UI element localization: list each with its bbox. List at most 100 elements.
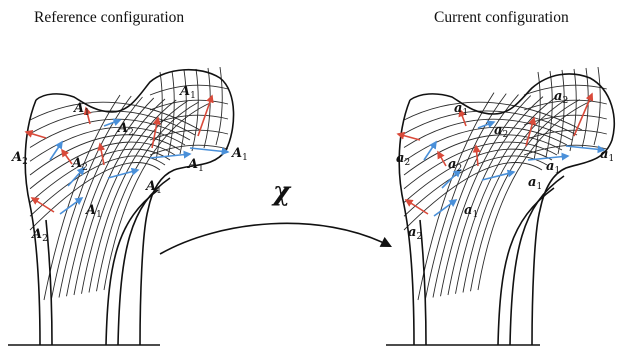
trabecular-arc [569,68,577,152]
base-vector-1-arrow [481,169,516,181]
trabecular-arc [167,70,175,158]
reference-vector-label: A2 [70,156,88,173]
base-vector-1-arrow [67,166,86,187]
current-vector-label: a2 [396,151,410,168]
current-vector-label: a2 [554,89,568,106]
trabecular-arc [523,84,607,96]
trabecular-arc [29,118,191,148]
trabecular-arc [29,110,196,136]
base-vector-1-arrow [189,147,230,156]
base-vector-1-arrow [423,140,437,161]
base-vector-2-arrow [525,116,537,147]
trabecular-arc [29,141,176,190]
base-vector-2-arrow [30,197,55,213]
trabecular-arc [477,100,593,291]
trabecular-arc [403,162,543,231]
trabecular-arc [29,126,186,162]
reference-vector-label: A1 [144,179,162,196]
trabecular-arc [403,101,583,131]
trabecular-arc [403,110,578,136]
reference-vector-label: A1 [72,101,90,118]
base-vector-1-arrow [433,199,458,217]
trabecular-arc [179,69,187,155]
trabecular-arc [149,84,229,96]
trabecular-arc [81,99,177,294]
trabecular-arc [149,99,229,111]
trabecular-arc [523,129,607,141]
reference-femur [8,66,235,346]
trabecular-arc [403,141,558,190]
trabecular-arc [155,71,163,161]
current-vector-label: a1 [464,203,478,220]
trabecular-arc [149,129,229,141]
trabecular-arc [58,96,143,298]
trabecular-arc [462,98,568,293]
trabecular-arc [96,101,199,292]
current-vector-label: a1 [546,159,560,176]
current-vector-label: a1 [454,101,468,118]
trabecular-arc [447,96,544,296]
base-vector-1-arrow [441,168,462,189]
reference-vector-label: A2 [116,121,134,138]
trabecular-arc [29,155,166,217]
base-vector-1-arrow [565,145,606,154]
base-vector-1-arrow [477,120,496,129]
reference-labels: A1 A2 A2 A1 A2 A1 A1 A1 A1 A2 [10,84,248,244]
mapping-arrow [159,222,392,255]
base-vector-2-arrow [61,148,73,165]
base-vector-1-arrow [59,197,84,215]
trabecular-arc [203,67,211,149]
base-vector-2-arrow [197,94,214,137]
map-label-chi: χ [271,177,292,207]
current-femur-outline [386,73,615,346]
trabecular-arc [440,95,532,297]
reference-vector-label: A1 [84,203,102,220]
base-vector-1-arrow [103,118,122,127]
trabecular-arc [557,69,565,155]
base-vector-1-arrow [149,150,192,159]
reference-vector-label: A2 [10,150,28,167]
trabecular-arc [403,148,553,203]
current-vector-label: a2 [448,157,462,174]
reference-vector-label: A1 [230,146,248,163]
current-vector-label: a1 [528,175,542,192]
trabecular-arc [191,68,199,152]
current-femur [386,66,615,346]
trabecular-arc [103,102,211,291]
trabecular-arc [403,134,563,176]
base-vector-2-arrow [83,106,92,125]
current-configuration-title: Current configuration [434,9,569,26]
trabecular-arc [455,97,556,294]
reference-configuration-title: Reference configuration [34,9,185,26]
trabecular-arc [470,99,580,292]
base-vector-2-arrow [151,116,161,149]
base-vector-2-arrow [458,108,467,127]
base-vector-2-arrow [472,144,481,167]
reference-vectors [24,94,230,215]
base-vector-2-arrow [437,150,447,167]
trabecular-arc [43,94,121,301]
trabecular-arc [149,144,229,156]
reference-femur-grid [29,66,229,301]
trabecular-arc [73,98,166,296]
trabecular-arc [523,99,607,111]
current-vectors [396,92,606,217]
trabecular-arc [593,66,601,146]
base-vector-1-arrow [49,140,63,161]
trabecular-arc [51,95,132,299]
trabecular-arc [533,71,541,161]
reference-vector-label: A2 [30,227,48,244]
base-vector-2-arrow [24,130,47,139]
trabecular-arc [403,155,548,217]
trabecular-arc [545,70,553,158]
trabecular-arc [215,66,223,146]
trabecular-arc [29,134,181,176]
base-vector-2-arrow [404,199,429,215]
reference-vector-label: A1 [178,84,196,101]
base-vector-2-arrow [396,131,421,141]
current-vector-label: a2 [494,123,508,140]
current-vector-label: a2 [408,225,422,242]
base-vector-1-arrow [107,167,140,179]
